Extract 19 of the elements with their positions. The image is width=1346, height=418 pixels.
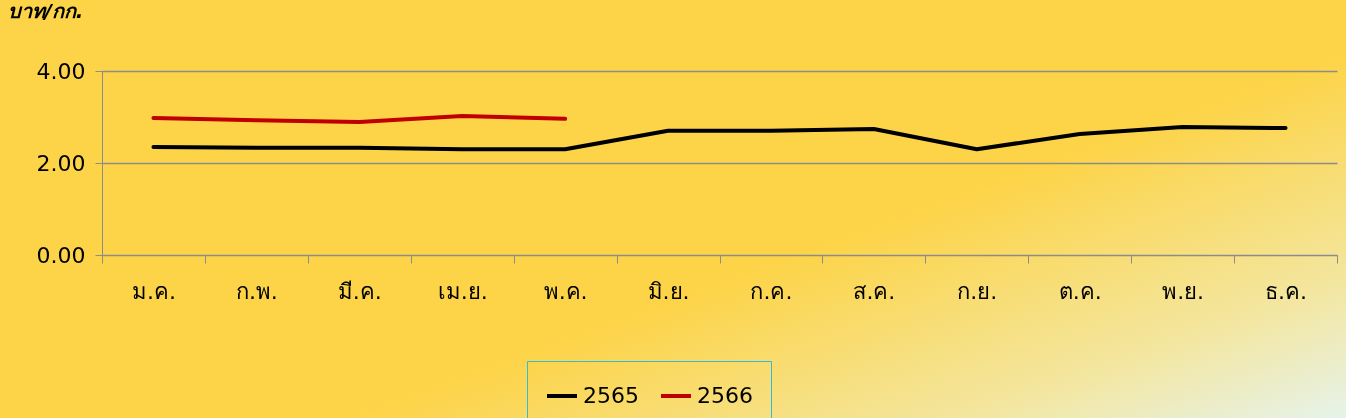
x-tick-label: ต.ค. xyxy=(1058,278,1102,304)
y-tick-label: 0.00 xyxy=(36,242,86,268)
x-tick-label: ธ.ค. xyxy=(1265,278,1308,304)
line-series xyxy=(151,125,1288,152)
x-tick-label: ก.พ. xyxy=(235,278,278,304)
y-tick-label: 2.00 xyxy=(36,150,86,176)
x-tick-label: ก.ค. xyxy=(750,278,793,304)
x-tick-label: เม.ย. xyxy=(437,278,488,304)
x-tick-label: ม.ค. xyxy=(131,278,176,304)
legend-label: 2566 xyxy=(697,383,753,408)
x-tick-label: มี.ค. xyxy=(337,278,382,304)
x-tick-label: มิ.ย. xyxy=(647,278,690,304)
y-axis-title: บาท/กก. xyxy=(7,0,84,23)
x-tick-label: พ.ย. xyxy=(1162,278,1205,304)
x-tick-label: ส.ค. xyxy=(853,278,896,304)
x-tick-label: พ.ค. xyxy=(543,278,588,304)
x-tick-label: ก.ย. xyxy=(957,278,998,304)
y-tick-label: 4.00 xyxy=(36,58,86,84)
legend-label: 2565 xyxy=(583,383,639,408)
